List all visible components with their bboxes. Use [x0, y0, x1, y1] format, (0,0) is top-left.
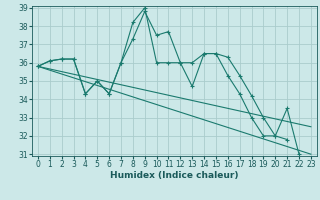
X-axis label: Humidex (Indice chaleur): Humidex (Indice chaleur): [110, 171, 239, 180]
